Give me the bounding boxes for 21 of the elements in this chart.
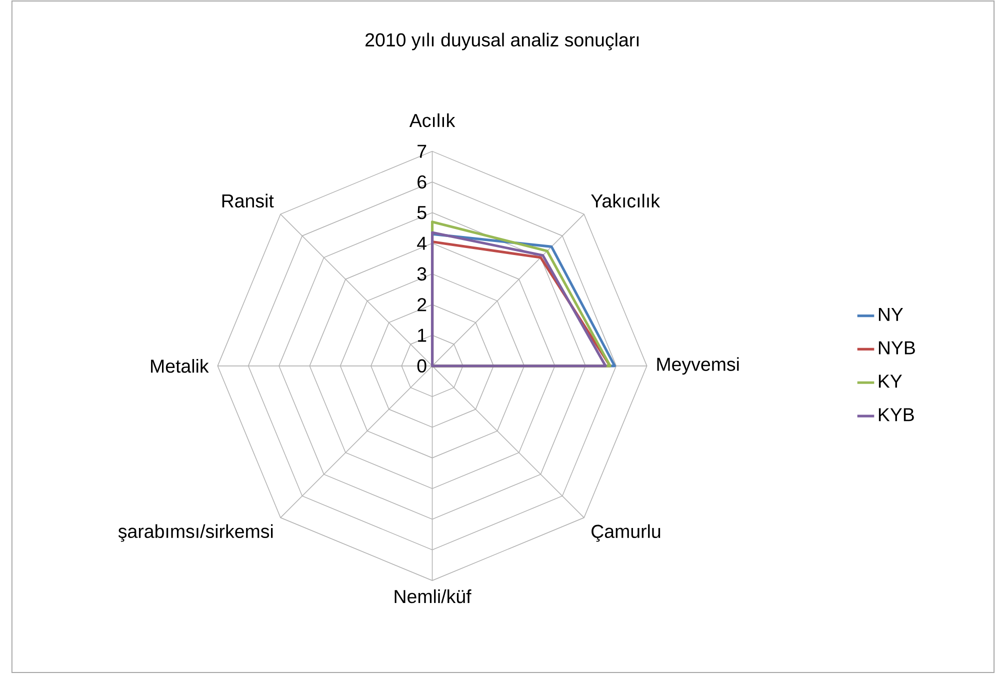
spoke-label: Ransit [222,194,274,208]
spoke-label: Nemli/küf [394,590,472,604]
legend-label: NYB [878,342,915,354]
legend-label: KYB [878,408,914,422]
spoke-label: Çamurlu [592,524,660,542]
legend-label: KY [878,375,902,388]
spoke-label: Acılık [409,114,456,128]
chart-title: 2010 yılı duyusal analiz sonuçları [366,33,639,51]
spoke-label: Metalik [151,359,209,374]
y-tick-label: 0 [417,360,426,373]
y-tick-label: 7 [418,145,426,158]
spoke-label: Meyvemsi [657,357,739,375]
y-tick-label: 6 [418,176,426,189]
spoke-label: şarabımsı/sirkemsi [118,524,273,542]
y-tick-label: 1 [418,329,426,342]
y-tick-label: 3 [417,268,426,281]
y-tick-label: 5 [417,206,426,220]
legend-label: NY [878,308,903,322]
spoke-label: Yakıcılık [591,194,660,208]
y-tick-label: 4 [417,237,426,250]
y-tick-label: 2 [418,298,426,312]
